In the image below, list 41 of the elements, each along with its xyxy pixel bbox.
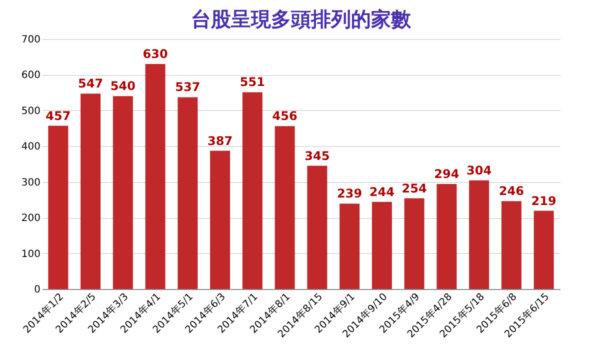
y-tick-label: 100 xyxy=(21,248,40,260)
data-label: 254 xyxy=(402,181,427,196)
data-label: 551 xyxy=(240,75,265,90)
bar xyxy=(112,96,133,289)
bar xyxy=(340,204,360,289)
bar xyxy=(80,94,101,289)
y-tick-label: 500 xyxy=(21,106,40,117)
data-label: 294 xyxy=(434,167,460,181)
bar xyxy=(501,201,522,289)
data-label: 456 xyxy=(272,109,298,124)
data-label: 457 xyxy=(46,108,71,123)
bar xyxy=(274,126,295,289)
data-label: 246 xyxy=(498,184,524,198)
data-label: 537 xyxy=(175,80,200,94)
data-label: 304 xyxy=(466,163,492,178)
data-label: 547 xyxy=(78,76,104,91)
y-tick-label: 600 xyxy=(21,70,40,82)
bar xyxy=(210,150,230,289)
bar xyxy=(178,97,198,289)
data-label: 219 xyxy=(531,194,556,208)
data-label: 239 xyxy=(337,186,362,201)
data-label: 630 xyxy=(142,47,168,61)
data-label: 345 xyxy=(304,148,330,163)
bar xyxy=(436,184,457,289)
bar xyxy=(145,64,166,289)
data-label: 540 xyxy=(110,79,136,94)
chart-title: 台股呈現多頭排列的家數 xyxy=(191,7,412,31)
data-label: 387 xyxy=(208,134,233,148)
y-tick-label: 300 xyxy=(21,177,40,188)
y-tick-label: 0 xyxy=(34,284,40,296)
bar xyxy=(372,202,392,289)
bar xyxy=(469,180,490,289)
bar xyxy=(404,198,424,289)
bar xyxy=(242,92,262,289)
bar xyxy=(534,210,554,289)
bar xyxy=(48,126,68,289)
y-tick-label: 700 xyxy=(21,34,40,46)
y-tick-label: 200 xyxy=(21,213,40,224)
data-label: 244 xyxy=(369,184,394,199)
y-tick-label: 400 xyxy=(21,142,40,153)
bar xyxy=(307,166,328,289)
